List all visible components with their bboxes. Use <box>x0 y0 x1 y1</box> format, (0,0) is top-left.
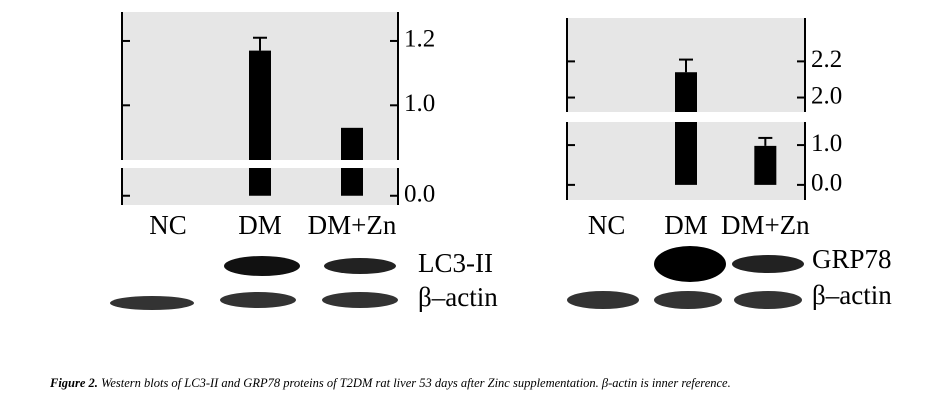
bar <box>249 50 271 196</box>
x-tick-label: NC <box>588 210 626 240</box>
blot-band <box>322 292 398 308</box>
blot-band <box>567 291 639 309</box>
blot-band <box>324 258 396 274</box>
x-tick-label: DM <box>238 210 282 240</box>
blot-band <box>654 291 722 309</box>
blot-label: β–actin <box>812 280 892 310</box>
blot-band <box>110 296 194 310</box>
x-tick-label: DM <box>664 210 708 240</box>
y-tick-label: 2.0 <box>811 82 842 109</box>
blot-band <box>220 292 296 308</box>
blots-left <box>110 256 398 310</box>
caption-label: Figure 2. <box>49 376 98 390</box>
x-tick-label: DM+Zn <box>721 210 810 240</box>
caption-text: Western blots of LC3-II and GRP78 protei… <box>101 376 731 390</box>
blot-band <box>224 256 300 276</box>
blot-label: LC3-II <box>418 248 493 278</box>
y-tick-label: 2.2 <box>811 46 842 73</box>
blot-label: GRP78 <box>812 244 892 274</box>
blot-band <box>654 246 726 282</box>
y-tick-label: 0.0 <box>404 180 435 207</box>
x-tick-label: DM+Zn <box>308 210 397 240</box>
axis-break <box>112 160 408 168</box>
blots-right <box>567 246 804 309</box>
x-tick-label: NC <box>149 210 187 240</box>
y-tick-label: 1.0 <box>811 130 842 157</box>
blot-band <box>732 255 804 273</box>
y-tick-label: 1.0 <box>404 90 435 117</box>
bar <box>754 145 777 185</box>
y-tick-label: 0.0 <box>811 170 842 197</box>
axis-break <box>557 112 815 122</box>
blot-label: β–actin <box>418 282 498 312</box>
caption: Figure 2. Western blots of LC3-II and GR… <box>49 376 731 390</box>
blot-band <box>734 291 802 309</box>
y-tick-label: 1.2 <box>404 26 435 53</box>
bar <box>675 72 697 185</box>
